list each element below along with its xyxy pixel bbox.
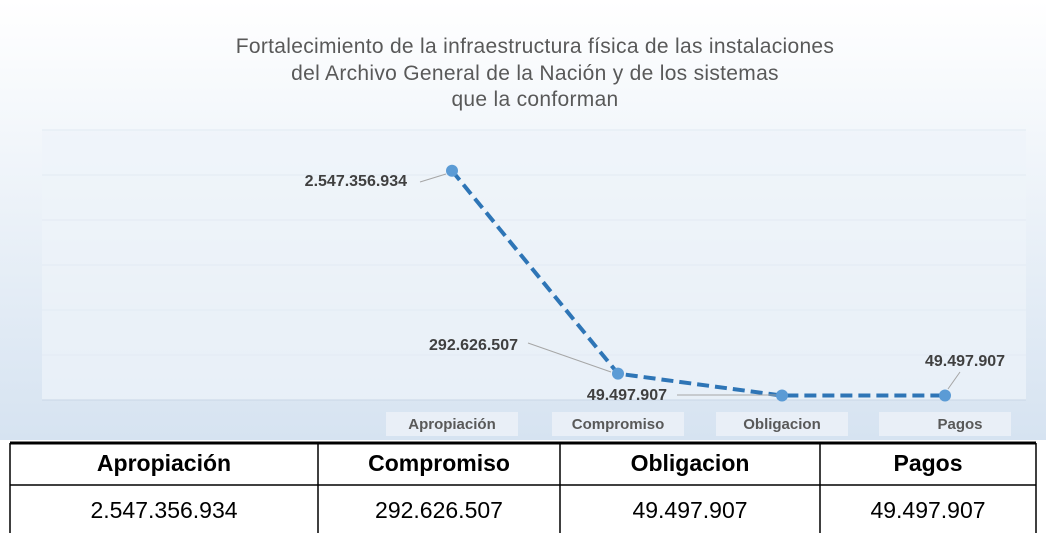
chart-title: Fortalecimiento de la infraestructura fí… (236, 35, 834, 111)
x-label-bg (386, 412, 518, 436)
x-tick-label: Apropiación (408, 416, 496, 433)
x-label-bg (552, 412, 684, 436)
line (450, 169, 945, 398)
x-label-bg (879, 412, 1011, 436)
marker (776, 389, 788, 402)
x-tick-label: Obligacion (743, 416, 821, 433)
table-cell: 2.547.356.934 (90, 497, 237, 523)
table: Apropiación 2.547.356.934 Compromiso 292.62… (9, 441, 1037, 533)
data-label: 2.547.356.934 (305, 173, 407, 190)
data-label: 292.626.507 (429, 337, 518, 354)
marker (612, 367, 624, 380)
data-label: 49.497.907 (587, 387, 667, 404)
x-label-bg (716, 412, 848, 436)
table-header: Pagos (893, 450, 962, 476)
marker (446, 164, 458, 177)
table-header: Obligacion (631, 450, 750, 476)
table-header: Compromiso (368, 450, 510, 476)
x-tick-label: Pagos (937, 416, 982, 433)
table-cell: 49.497.907 (870, 497, 985, 523)
x-tick-label: Compromiso (572, 416, 665, 433)
leader-line (527, 342, 612, 373)
data-label: 49.497.907 (925, 353, 1005, 370)
table-bg (10, 443, 1036, 533)
leader-line (419, 173, 447, 183)
marker (939, 389, 951, 402)
table-header: Apropiación (97, 450, 231, 476)
table-cell: 292.626.507 (375, 497, 503, 523)
leader-line (947, 371, 961, 390)
table-cell: 49.497.907 (632, 497, 747, 523)
